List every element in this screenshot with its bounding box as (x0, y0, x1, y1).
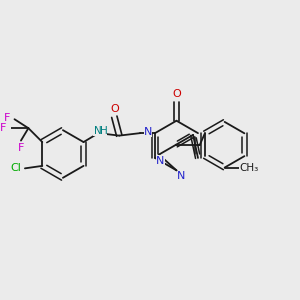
Text: Cl: Cl (11, 164, 21, 173)
Text: F: F (4, 113, 11, 123)
Text: H: H (100, 126, 107, 136)
Text: CH₃: CH₃ (239, 163, 259, 172)
Text: O: O (110, 104, 119, 114)
Text: N: N (177, 171, 186, 181)
Text: O: O (172, 89, 181, 99)
Text: N: N (156, 155, 165, 166)
Text: F: F (0, 123, 6, 133)
Text: N: N (144, 127, 152, 137)
Text: N: N (94, 126, 101, 136)
Text: F: F (18, 143, 24, 153)
